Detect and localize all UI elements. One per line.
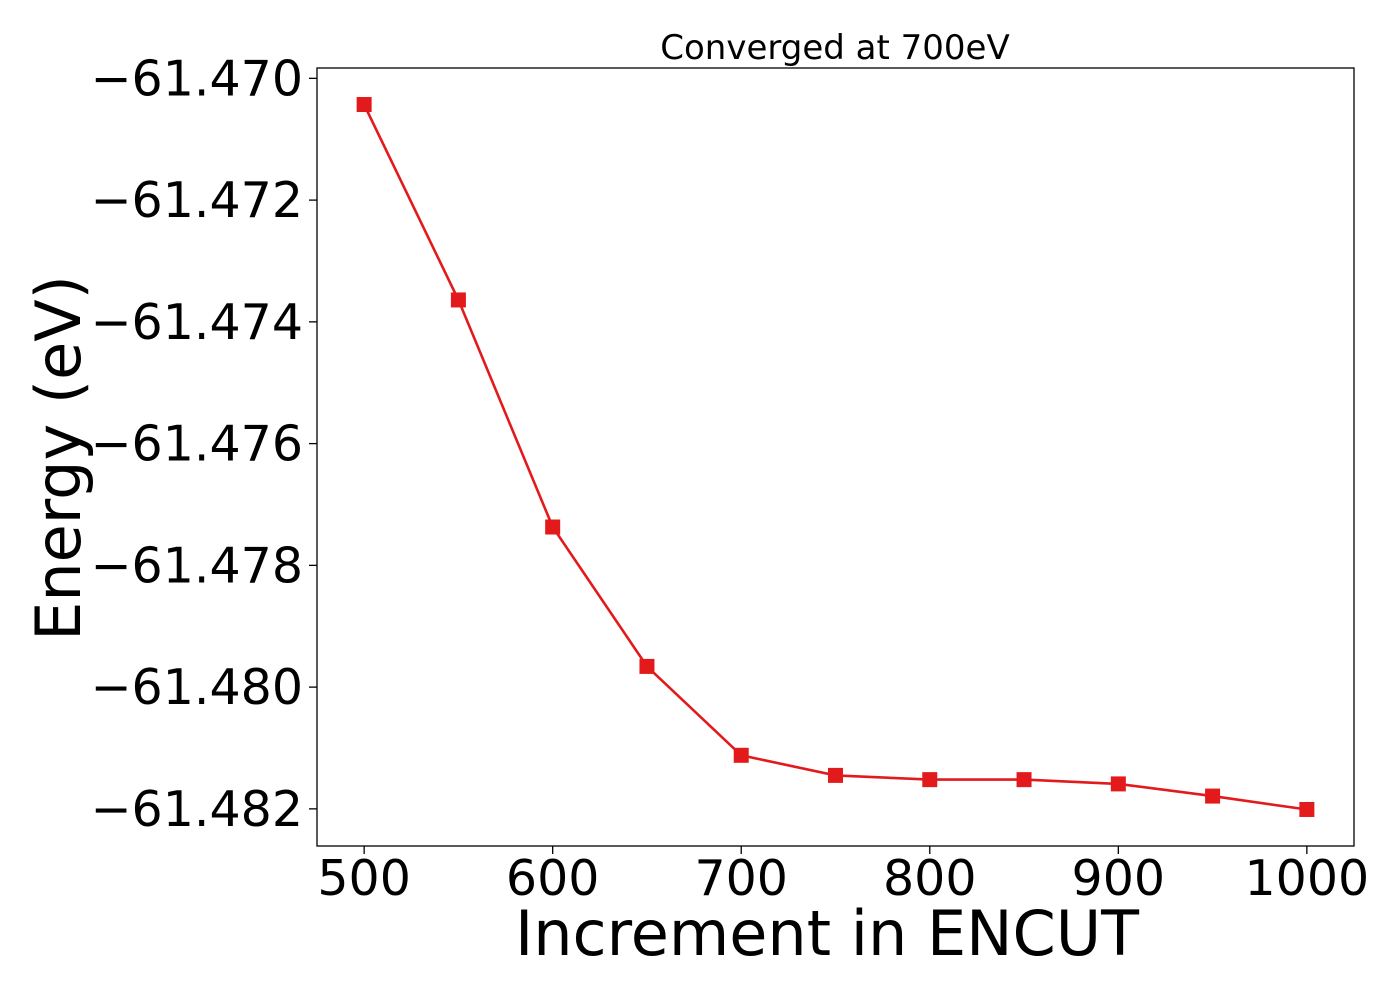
x-tick-label: 500 [317, 850, 411, 907]
data-point [828, 767, 843, 783]
plot-frame [316, 67, 1355, 847]
data-point [356, 97, 372, 113]
x-axis-title: Increment in ENCUT [515, 897, 1140, 970]
data-point [1299, 801, 1315, 817]
data-point [922, 772, 938, 788]
data-point [545, 519, 561, 535]
y-tick-label: −61.472 [90, 172, 303, 229]
y-tick-label: −61.470 [90, 50, 303, 107]
series-markers [356, 97, 1315, 817]
x-tick-label: 900 [1072, 850, 1166, 907]
y-axis-ticks: −61.482 −61.480 −61.478 −61.476 −61.474 −61.4… [90, 50, 317, 838]
y-tick-label: −61.480 [90, 659, 303, 716]
chart-title: Converged at 700eV [660, 28, 1009, 68]
y-tick-label: −61.476 [90, 416, 303, 473]
data-point [1110, 776, 1126, 792]
x-tick-label: 700 [694, 850, 788, 907]
y-tick-label: −61.474 [90, 294, 303, 351]
y-tick-label: −61.478 [90, 537, 303, 594]
data-point [733, 747, 749, 763]
data-point [450, 292, 466, 308]
y-tick-label: −61.482 [90, 781, 303, 838]
x-axis-ticks: 500 600 700 800 900 1000 [317, 846, 1369, 907]
x-tick-label: 600 [506, 850, 600, 907]
data-point [1016, 772, 1032, 788]
data-point [1205, 788, 1221, 804]
y-axis-title: Energy (eV) [22, 275, 95, 641]
x-tick-label: 1000 [1245, 850, 1370, 907]
data-point [639, 658, 655, 674]
x-tick-label: 800 [883, 850, 977, 907]
